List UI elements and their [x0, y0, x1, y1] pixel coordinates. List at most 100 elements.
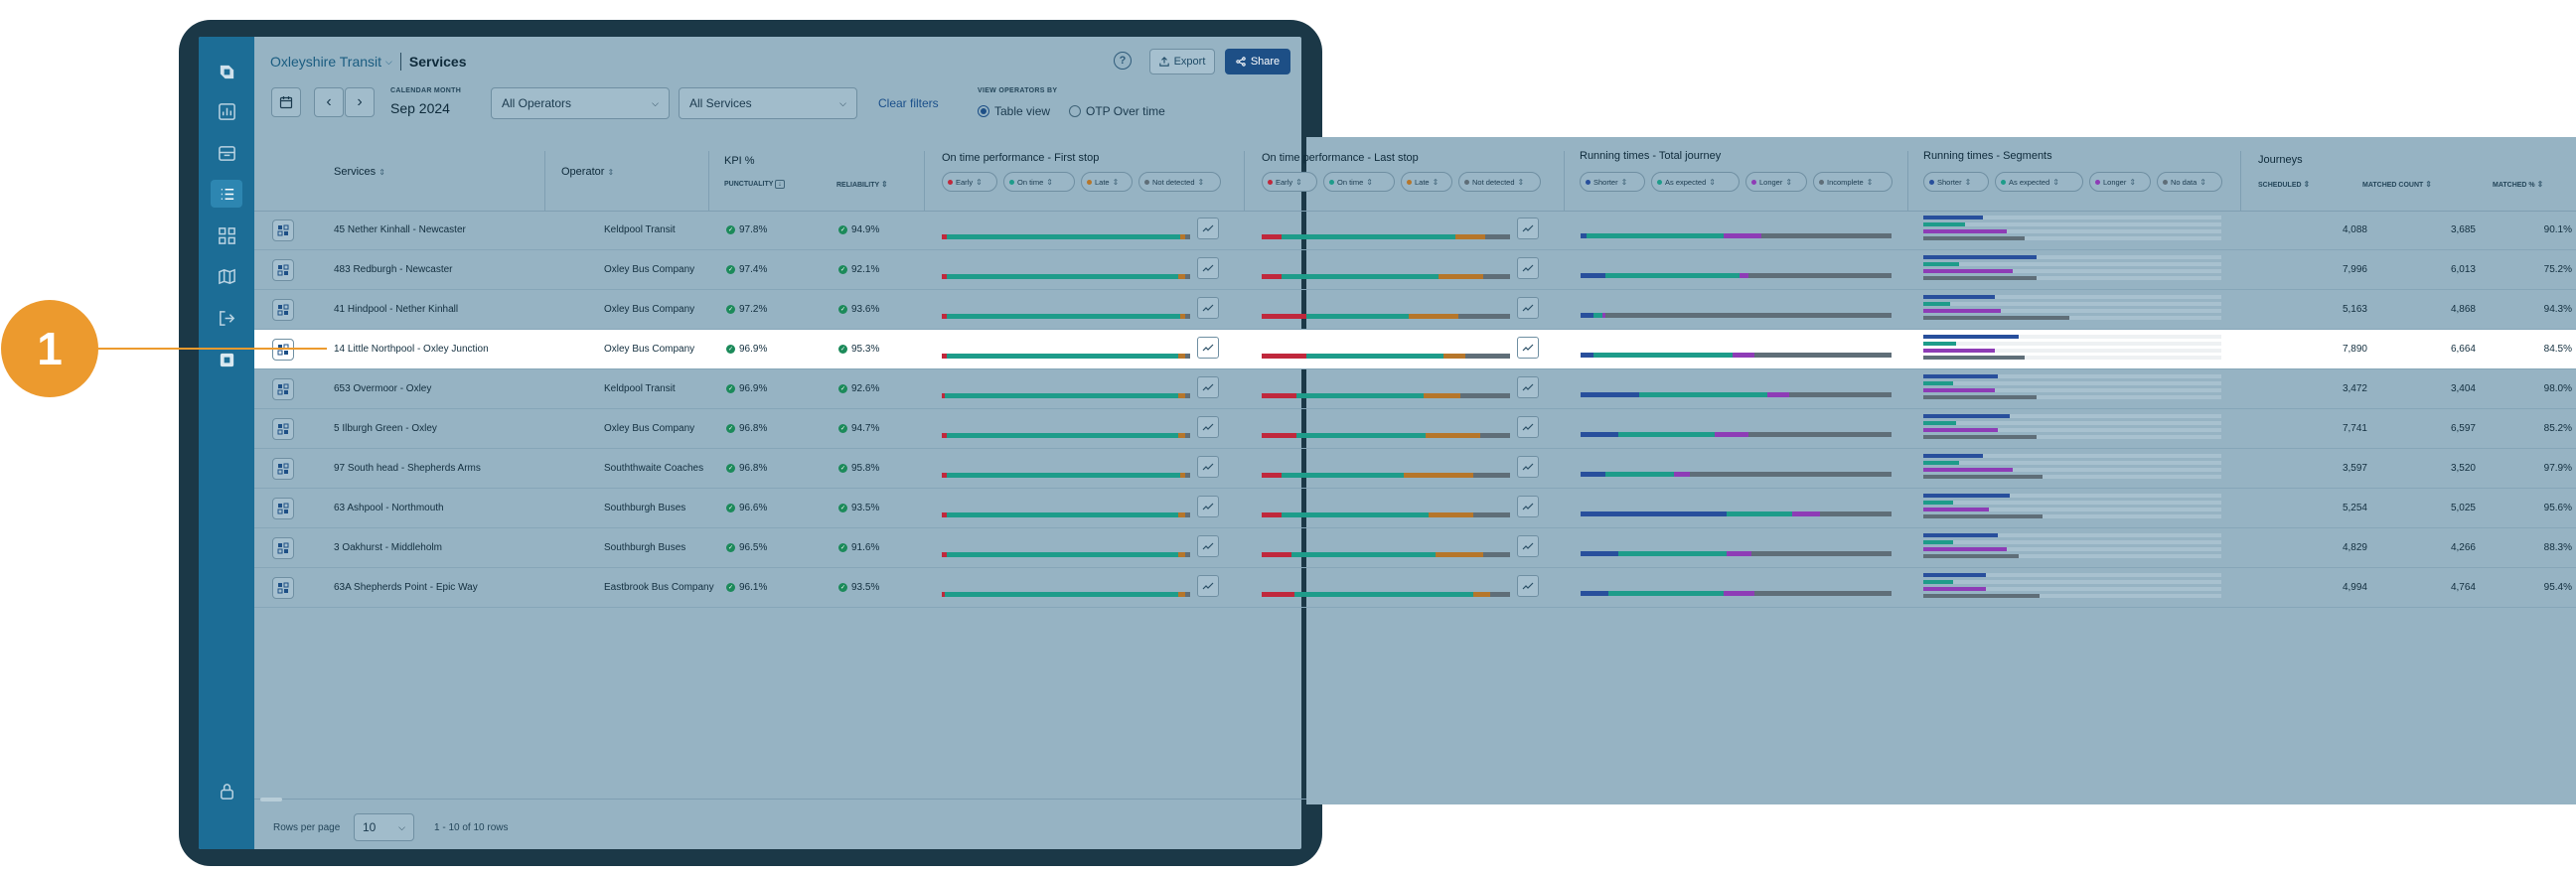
service-details-button[interactable] [272, 577, 294, 599]
rt-total-filter-chip[interactable]: Shorter ⇕ [1580, 172, 1645, 192]
table-row[interactable]: 41 Hindpool - Nether Kinhall Oxley Bus Co… [254, 290, 2576, 330]
service-details-button[interactable] [272, 339, 294, 361]
rt-total-filter-chip[interactable]: As expected ⇕ [1651, 172, 1740, 192]
trend-chart-button[interactable] [1197, 496, 1219, 517]
service-name[interactable]: 483 Redburgh - Newcaster [334, 264, 453, 275]
trend-chart-button[interactable] [1517, 416, 1539, 438]
otp-last-filter-chip[interactable]: On time ⇕ [1323, 172, 1395, 192]
service-details-button[interactable] [272, 299, 294, 321]
otp-first-filter-chip[interactable]: Not detected ⇕ [1138, 172, 1221, 192]
services-list-icon[interactable] [211, 180, 242, 208]
trend-chart-button[interactable] [1517, 496, 1539, 517]
inbox-icon[interactable] [216, 142, 237, 164]
otp-last-filter-chip[interactable]: Not detected ⇕ [1458, 172, 1541, 192]
segment-track [1923, 573, 2221, 577]
trend-chart-button[interactable] [1197, 218, 1219, 239]
matched-count-header[interactable]: MATCHED COUNT ⇕ [2362, 180, 2432, 189]
trend-chart-button[interactable] [1517, 456, 1539, 478]
trend-chart-button[interactable] [1197, 297, 1219, 319]
service-name[interactable]: 5 Ilburgh Green - Oxley [334, 423, 437, 434]
trend-chart-button[interactable] [1517, 376, 1539, 398]
punctuality-text: 96.1% [739, 582, 768, 593]
operators-select[interactable]: All Operators ⌵ [491, 87, 670, 119]
service-name[interactable]: 653 Overmoor - Oxley [334, 383, 432, 394]
trend-chart-button[interactable] [1517, 218, 1539, 239]
matched-pct-header[interactable]: MATCHED % ⇕ [2493, 180, 2543, 189]
trend-chart-button[interactable] [1517, 297, 1539, 319]
otp-last-filter-chip[interactable]: Late ⇕ [1401, 172, 1452, 192]
trend-chart-button[interactable] [1197, 257, 1219, 279]
rt-total-filter-chip[interactable]: Incomplete ⇕ [1813, 172, 1893, 192]
otp-last-filter-chip[interactable]: Early ⇕ [1262, 172, 1317, 192]
segment-track [1923, 494, 2221, 498]
trend-chart-button[interactable] [1517, 257, 1539, 279]
service-name[interactable]: 41 Hindpool - Nether Kinhall [334, 304, 459, 315]
services-column-header[interactable]: Services ⇕ [334, 166, 385, 178]
lock-icon[interactable] [216, 780, 237, 802]
rt-seg-filter-chip[interactable]: No data ⇕ [2157, 172, 2222, 192]
rows-per-page-select[interactable]: 10 ⌵ [354, 813, 414, 841]
otp-first-filter-chip[interactable]: On time ⇕ [1003, 172, 1075, 192]
reports-icon[interactable] [216, 349, 237, 370]
otp-first-filter-chip[interactable]: Late ⇕ [1081, 172, 1133, 192]
clear-filters-link[interactable]: Clear filters [878, 96, 939, 110]
rt-total-filter-chip[interactable]: Longer ⇕ [1745, 172, 1807, 192]
table-row[interactable]: 5 Ilburgh Green - Oxley Oxley Bus Company… [254, 409, 2576, 449]
trend-chart-button[interactable] [1517, 535, 1539, 557]
trend-chart-button[interactable] [1197, 376, 1219, 398]
export-button[interactable]: Export [1149, 49, 1215, 74]
rt-seg-filter-chip[interactable]: As expected ⇕ [1995, 172, 2083, 192]
help-icon[interactable]: ? [1114, 52, 1132, 70]
table-row[interactable]: 63A Shepherds Point - Epic Way Eastbrook … [254, 568, 2576, 608]
service-name[interactable]: 63A Shepherds Point - Epic Way [334, 582, 478, 593]
services-select[interactable]: All Services ⌵ [679, 87, 857, 119]
service-details-button[interactable] [272, 458, 294, 480]
table-row[interactable]: 483 Redburgh - Newcaster Oxley Bus Compan… [254, 250, 2576, 290]
bar-chart-icon[interactable] [216, 100, 237, 122]
reliability-header[interactable]: RELIABILITY ⇕ [836, 180, 888, 189]
table-row[interactable]: 63 Ashpool - Northmouth Southburgh Buses ✓… [254, 489, 2576, 528]
service-details-button[interactable] [272, 418, 294, 440]
service-name[interactable]: 14 Little Northpool - Oxley Junction [334, 344, 489, 355]
table-row[interactable]: 653 Overmoor - Oxley Keldpool Transit ✓ 96.… [254, 369, 2576, 409]
operator-column-header[interactable]: Operator ⇕ [561, 166, 614, 178]
table-row[interactable]: 97 South head - Shepherds Arms Souththwai… [254, 449, 2576, 489]
service-name[interactable]: 3 Oakhurst - Middleholm [334, 542, 442, 553]
punctuality-header[interactable]: PUNCTUALITY ↓ [724, 180, 785, 189]
scheduled-header[interactable]: SCHEDULED ⇕ [2258, 180, 2310, 189]
share-button[interactable]: Share [1225, 49, 1290, 74]
map-icon[interactable] [216, 265, 237, 287]
otp-first-filter-chip[interactable]: Early ⇕ [942, 172, 997, 192]
service-name[interactable]: 63 Ashpool - Northmouth [334, 503, 444, 513]
trend-chart-button[interactable] [1197, 535, 1219, 557]
trend-chart-button[interactable] [1197, 416, 1219, 438]
brand-selector[interactable]: Oxleyshire Transit ⌵ [270, 54, 392, 70]
trend-chart-button[interactable] [1517, 575, 1539, 597]
rt-seg-filter-chip[interactable]: Longer ⇕ [2089, 172, 2151, 192]
trend-chart-button[interactable] [1197, 456, 1219, 478]
service-name[interactable]: 45 Nether Kinhall - Newcaster [334, 224, 466, 235]
service-details-button[interactable] [272, 259, 294, 281]
next-month-button[interactable]: › [345, 87, 375, 117]
service-details-button[interactable] [272, 498, 294, 519]
service-details-button[interactable] [272, 219, 294, 241]
trend-chart-button[interactable] [1517, 337, 1539, 359]
bar-segment [947, 473, 1180, 478]
table-row[interactable]: 3 Oakhurst - Middleholm Southburgh Buses ✓… [254, 528, 2576, 568]
otp-over-time-radio[interactable]: OTP Over time [1069, 104, 1165, 118]
dashboard-grid-icon[interactable] [216, 224, 237, 246]
service-details-button[interactable] [272, 537, 294, 559]
app-logo-icon[interactable] [216, 61, 237, 82]
service-name[interactable]: 97 South head - Shepherds Arms [334, 463, 481, 474]
rt-seg-filter-chip[interactable]: Shorter ⇕ [1923, 172, 1989, 192]
trend-chart-button[interactable] [1197, 337, 1219, 359]
horizontal-scrollbar[interactable] [260, 798, 282, 802]
logout-icon[interactable] [216, 307, 237, 329]
calendar-button[interactable] [271, 87, 301, 117]
table-view-radio[interactable]: Table view [978, 104, 1050, 118]
trend-chart-button[interactable] [1197, 575, 1219, 597]
table-row[interactable]: 14 Little Northpool - Oxley Junction Oxle… [254, 330, 2576, 369]
prev-month-button[interactable]: ‹ [314, 87, 344, 117]
service-details-button[interactable] [272, 378, 294, 400]
table-row[interactable]: 45 Nether Kinhall - Newcaster Keldpool Tr… [254, 211, 2576, 250]
